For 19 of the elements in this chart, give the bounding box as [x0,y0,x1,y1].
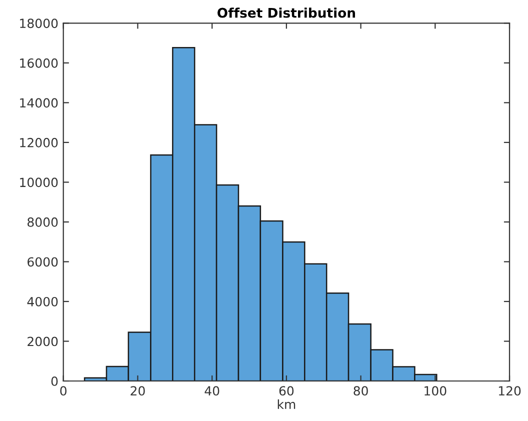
y-tick-label: 12000 [20,138,58,148]
x-tick-label: 20 [130,386,145,396]
y-tick-label: 18000 [20,18,58,28]
y-tick-label: 10000 [20,178,58,188]
y-tick-label: 8000 [28,217,58,227]
x-axis-title: km [278,399,296,409]
x-tick-label: 120 [498,386,521,396]
y-tick-label: 16000 [20,58,58,68]
y-tick-label: 6000 [28,257,58,267]
y-tick-label: 0 [51,376,58,386]
y-tick-label: 2000 [28,336,58,346]
chart-title: Offset Distribution [218,8,356,18]
x-tick-label: 80 [354,386,368,396]
y-tick-label: 14000 [20,98,58,108]
x-tick-label: 100 [424,386,446,396]
x-tick-label: 0 [60,386,67,396]
y-tick-label: 4000 [27,296,58,306]
x-tick-label: 60 [279,386,294,396]
x-tick-label: 40 [204,386,220,396]
